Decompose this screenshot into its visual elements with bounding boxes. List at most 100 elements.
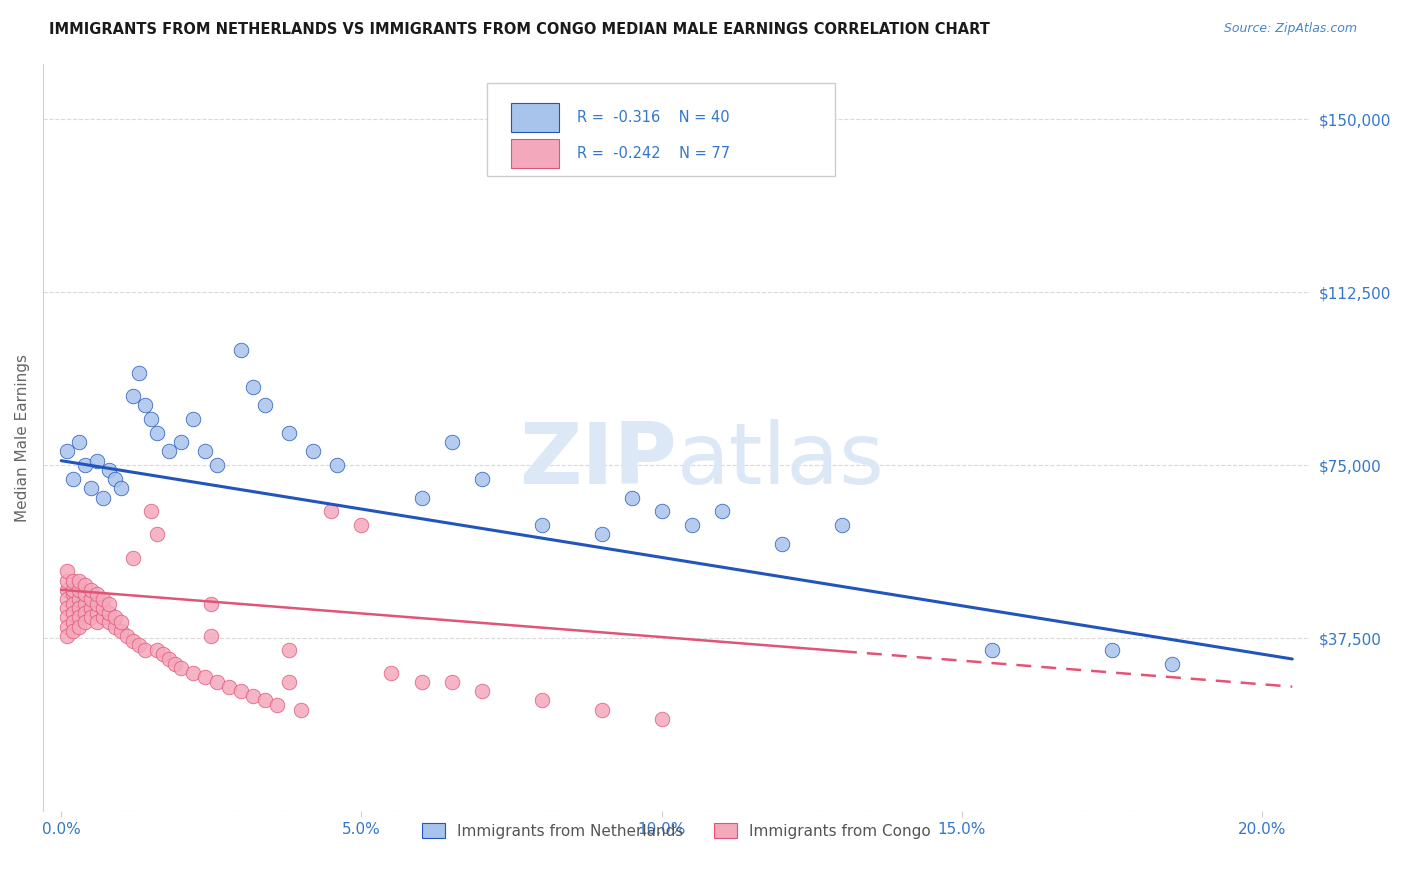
Point xyxy=(134,642,156,657)
Point xyxy=(302,444,325,458)
Point xyxy=(831,518,853,533)
Point xyxy=(134,398,156,412)
FancyBboxPatch shape xyxy=(510,139,560,168)
Point xyxy=(104,610,127,624)
Point xyxy=(86,615,108,629)
Point xyxy=(80,592,103,607)
Point xyxy=(1101,642,1123,657)
Point xyxy=(181,665,204,680)
Point xyxy=(80,610,103,624)
Point xyxy=(242,689,264,703)
Point xyxy=(75,606,97,620)
Point xyxy=(56,601,79,615)
Point xyxy=(170,661,193,675)
Point xyxy=(80,481,103,495)
Point xyxy=(110,481,132,495)
Point xyxy=(591,527,613,541)
Point xyxy=(67,610,90,624)
Text: IMMIGRANTS FROM NETHERLANDS VS IMMIGRANTS FROM CONGO MEDIAN MALE EARNINGS CORREL: IMMIGRANTS FROM NETHERLANDS VS IMMIGRANT… xyxy=(49,22,990,37)
Point xyxy=(152,648,174,662)
Point xyxy=(104,472,127,486)
Point xyxy=(98,606,121,620)
Text: ZIP: ZIP xyxy=(519,418,676,501)
Point xyxy=(117,629,139,643)
Point xyxy=(194,670,217,684)
Point xyxy=(75,597,97,611)
Point xyxy=(471,684,494,698)
Point xyxy=(710,504,733,518)
Point xyxy=(591,703,613,717)
Point xyxy=(67,582,90,597)
Point xyxy=(157,444,180,458)
Point xyxy=(146,425,169,440)
Point xyxy=(56,610,79,624)
Point xyxy=(110,615,132,629)
Point xyxy=(56,574,79,588)
Point xyxy=(207,675,229,690)
Point xyxy=(278,675,301,690)
Point xyxy=(146,642,169,657)
Point xyxy=(141,504,163,518)
Point xyxy=(218,680,240,694)
Point xyxy=(981,642,1004,657)
Point xyxy=(411,491,433,505)
Point xyxy=(110,624,132,639)
Point xyxy=(91,491,114,505)
Point xyxy=(530,518,553,533)
Point xyxy=(98,463,121,477)
Point xyxy=(67,592,90,607)
Point xyxy=(326,458,349,473)
Point xyxy=(98,615,121,629)
Point xyxy=(62,615,84,629)
Point xyxy=(290,703,312,717)
Point xyxy=(75,578,97,592)
Point xyxy=(75,458,97,473)
Point xyxy=(122,550,145,565)
Point xyxy=(170,435,193,450)
Point xyxy=(98,597,121,611)
Point xyxy=(770,537,793,551)
Point xyxy=(440,435,463,450)
Point xyxy=(530,693,553,707)
Point xyxy=(122,633,145,648)
Text: R =  -0.316    N = 40: R = -0.316 N = 40 xyxy=(576,110,730,125)
Point xyxy=(67,574,90,588)
Y-axis label: Median Male Earnings: Median Male Earnings xyxy=(15,353,30,522)
Point xyxy=(91,610,114,624)
Point xyxy=(56,582,79,597)
Point xyxy=(231,343,253,357)
Point xyxy=(128,366,150,380)
Point xyxy=(242,380,264,394)
Point xyxy=(200,597,222,611)
Point xyxy=(278,642,301,657)
Point xyxy=(278,425,301,440)
Point xyxy=(80,601,103,615)
Text: R =  -0.242    N = 77: R = -0.242 N = 77 xyxy=(576,146,730,161)
Point xyxy=(86,606,108,620)
Point xyxy=(254,693,277,707)
Point xyxy=(651,712,673,726)
Point xyxy=(681,518,703,533)
Point xyxy=(86,587,108,601)
Point xyxy=(62,472,84,486)
Point xyxy=(91,592,114,607)
Point xyxy=(651,504,673,518)
Point xyxy=(350,518,373,533)
Point xyxy=(157,652,180,666)
Point xyxy=(75,615,97,629)
Point xyxy=(56,629,79,643)
Point xyxy=(80,582,103,597)
FancyBboxPatch shape xyxy=(510,103,560,132)
Point xyxy=(181,412,204,426)
Point xyxy=(62,606,84,620)
Point xyxy=(411,675,433,690)
Point xyxy=(62,587,84,601)
Text: Source: ZipAtlas.com: Source: ZipAtlas.com xyxy=(1223,22,1357,36)
Point xyxy=(62,597,84,611)
Point xyxy=(86,597,108,611)
Point xyxy=(200,629,222,643)
Point xyxy=(62,582,84,597)
Point xyxy=(165,657,187,671)
Point xyxy=(67,601,90,615)
Point xyxy=(471,472,494,486)
